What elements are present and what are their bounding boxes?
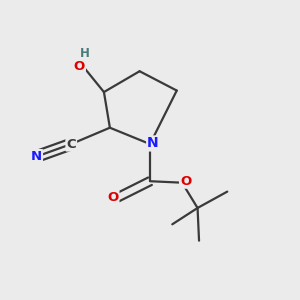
Text: N: N [31, 150, 42, 163]
Text: C: C [66, 138, 76, 151]
Text: O: O [74, 60, 85, 73]
Text: N: N [147, 136, 159, 151]
Text: O: O [107, 191, 118, 204]
Text: H: H [80, 47, 90, 60]
Text: O: O [180, 175, 191, 188]
